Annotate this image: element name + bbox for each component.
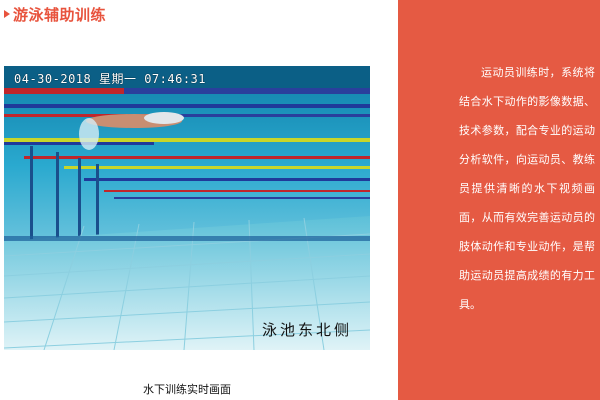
description-panel: 运动员训练时，系统将结合水下动作的影像数据、技术参数，配合专业的运动分析软件，向… xyxy=(398,0,600,400)
underwater-pool-scene xyxy=(4,66,370,350)
title-triangle-icon xyxy=(4,10,10,18)
video-location-label: 泳池东北侧 xyxy=(261,321,352,339)
underwater-video-frame: 04-30-2018 星期一 07:46:31 泳池东北侧 xyxy=(4,66,370,350)
page-title-text: 游泳辅助训练 xyxy=(13,5,107,24)
description-text: 运动员训练时，系统将结合水下动作的影像数据、技术参数，配合专业的运动分析软件，向… xyxy=(459,66,595,311)
video-caption: 水下训练实时画面 xyxy=(143,383,231,396)
video-timestamp: 04-30-2018 星期一 07:46:31 xyxy=(14,72,206,86)
page-title: 游泳辅助训练 xyxy=(4,3,106,25)
